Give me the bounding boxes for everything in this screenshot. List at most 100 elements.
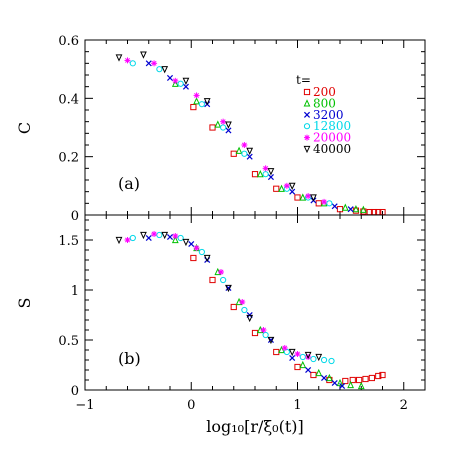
data-point-12800	[129, 234, 136, 242]
data-point-12800	[241, 306, 248, 314]
panel-a-y-tick-labels: 0 0.2 0.4 0.6	[58, 34, 79, 224]
data-point-12800	[129, 60, 136, 67]
data-point-800	[359, 205, 367, 213]
data-point-800	[341, 203, 349, 211]
data-point-200	[368, 374, 375, 382]
data-point-40000	[203, 98, 211, 106]
legend-marker-40000	[303, 145, 311, 154]
data-point-800	[352, 204, 360, 213]
data-point-800	[347, 380, 355, 389]
data-point-800	[214, 120, 222, 128]
legend-label-3200: 3200	[313, 108, 344, 122]
data-point-20000	[218, 269, 224, 275]
panel-b: 00.511.5 −1 0 1 2 S (b) log₁₀[r/ξ₀(t)]	[15, 214, 426, 436]
data-point-3200	[225, 127, 232, 134]
data-point-40000	[304, 351, 312, 360]
panel-b-label: (b)	[118, 349, 141, 368]
panel-b-y-tick-labels: 0 0.5 1 1.5	[58, 234, 79, 399]
data-point-3200	[145, 60, 152, 67]
data-point-20000	[321, 198, 328, 205]
data-point-3200	[289, 188, 296, 195]
panel-a-ylabel: C	[15, 122, 34, 134]
data-point-800	[299, 360, 307, 369]
legend-marker-200	[303, 88, 311, 96]
data-point-200	[273, 348, 280, 356]
data-point-20000	[151, 231, 158, 237]
data-point-12800	[310, 355, 317, 363]
panel-b-ylabel: S	[15, 298, 34, 309]
data-point-20000	[262, 165, 269, 172]
data-point-12800	[220, 124, 227, 131]
panel-b-points	[115, 231, 386, 390]
data-point-12800	[326, 200, 333, 207]
panel-a-label: (a)	[118, 174, 140, 193]
data-point-40000	[161, 66, 169, 74]
legend-marker-3200	[303, 111, 311, 118]
data-point-40000	[267, 336, 275, 345]
data-point-40000	[246, 314, 254, 323]
data-point-40000	[203, 254, 211, 263]
data-point-12800	[156, 66, 163, 73]
data-point-800	[325, 373, 333, 382]
data-point-40000	[246, 147, 254, 156]
data-point-3200	[305, 366, 312, 374]
data-point-800	[278, 184, 285, 192]
data-point-200	[294, 194, 301, 201]
legend-label-20000: 20000	[313, 131, 351, 145]
data-point-3200	[339, 382, 346, 390]
data-point-200	[251, 329, 259, 337]
data-point-12800	[156, 231, 163, 239]
data-point-3200	[182, 83, 189, 90]
panel-a-ticks	[84, 39, 426, 216]
y-tick-label: 1	[71, 284, 79, 299]
legend-label-200: 200	[313, 85, 336, 99]
data-point-3200	[331, 379, 338, 387]
data-point-200	[190, 254, 197, 262]
data-point-12800	[299, 353, 306, 361]
x-tick-label: 1	[293, 398, 301, 413]
data-point-20000	[260, 327, 267, 333]
data-point-20000	[294, 351, 301, 357]
data-point-20000	[124, 237, 131, 243]
y-tick-label: 1.5	[58, 234, 79, 249]
data-point-200	[315, 200, 322, 207]
data-point-3200	[246, 153, 253, 160]
data-point-12800	[177, 80, 184, 87]
data-point-40000	[225, 284, 232, 293]
data-point-200	[230, 303, 237, 311]
data-point-12800	[262, 171, 269, 178]
data-point-200	[209, 276, 216, 284]
data-point-20000	[124, 57, 131, 64]
data-point-200	[294, 363, 301, 371]
data-point-3200	[267, 174, 274, 181]
data-point-20000	[172, 233, 179, 239]
data-point-12800	[198, 248, 205, 256]
x-axis-label: log₁₀[r/ξ₀(t)]	[206, 417, 303, 436]
data-point-200	[356, 376, 363, 384]
data-point-40000	[310, 194, 317, 202]
y-tick-label: 0	[71, 209, 79, 224]
data-point-12800	[262, 331, 269, 339]
data-point-200	[362, 375, 369, 383]
data-point-12800	[177, 234, 184, 242]
data-point-12800	[328, 357, 335, 365]
data-point-800	[256, 169, 264, 178]
data-point-20000	[172, 77, 179, 84]
data-point-3200	[321, 374, 328, 382]
y-tick-label: 0.6	[58, 34, 79, 49]
data-point-12800	[220, 276, 227, 284]
data-point-40000	[140, 231, 147, 240]
data-point-3200	[166, 233, 174, 241]
data-point-200	[336, 206, 344, 213]
y-tick-label: 0.2	[58, 151, 79, 166]
data-point-40000	[225, 121, 232, 129]
data-point-20000	[305, 193, 312, 200]
data-point-800	[299, 193, 307, 201]
data-point-20000	[283, 182, 290, 189]
data-point-200	[342, 377, 349, 385]
data-point-200	[251, 171, 259, 178]
data-point-12800	[198, 101, 205, 108]
legend-marker-12800	[303, 123, 311, 130]
x-tick-label: 0	[187, 398, 195, 413]
